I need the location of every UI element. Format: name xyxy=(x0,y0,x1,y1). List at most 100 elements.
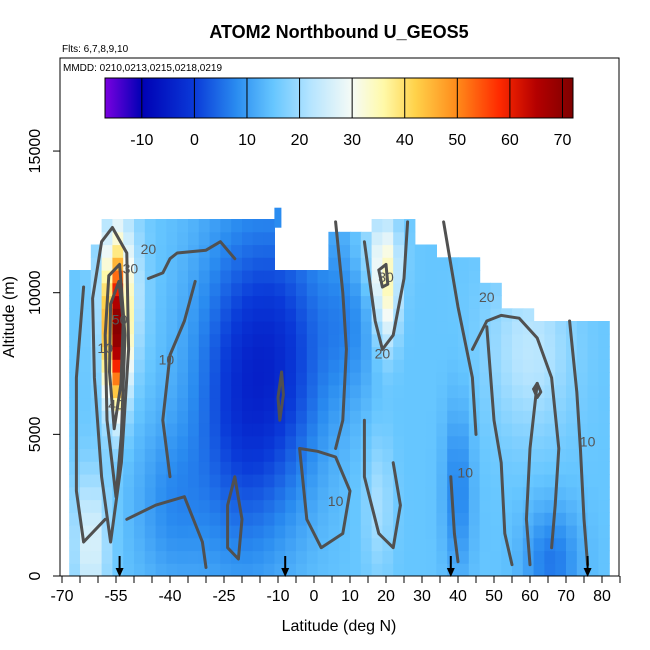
field-cell xyxy=(69,384,81,399)
field-cell xyxy=(69,321,81,335)
field-cell xyxy=(566,525,578,539)
field-cell xyxy=(274,397,286,411)
field-cell xyxy=(447,448,459,462)
field-cell xyxy=(468,486,481,501)
field-cell xyxy=(144,384,157,399)
field-cell xyxy=(90,346,103,360)
colorbar-tick-label: 10 xyxy=(238,132,256,149)
field-cell xyxy=(533,474,545,488)
field-cell xyxy=(274,435,286,450)
field-cell xyxy=(339,563,351,576)
field-cell xyxy=(144,231,157,246)
field-cell xyxy=(90,372,103,386)
field-cell xyxy=(242,384,254,399)
field-cell xyxy=(404,448,416,462)
field-cell xyxy=(382,550,394,564)
field-cell xyxy=(220,359,232,373)
field-cell xyxy=(134,448,146,462)
field-cell xyxy=(598,397,610,411)
field-cell xyxy=(231,397,243,411)
field-cell xyxy=(177,397,189,411)
field-cell xyxy=(468,295,481,309)
field-cell xyxy=(360,410,373,424)
field-cell xyxy=(177,359,189,373)
field-cell xyxy=(501,397,513,411)
field-cell xyxy=(231,282,243,297)
field-cell xyxy=(566,474,578,488)
field-cell xyxy=(350,257,362,271)
field-cell xyxy=(90,423,103,437)
x-tick-label: 60 xyxy=(521,588,539,605)
field-cell xyxy=(414,282,427,297)
field-cell xyxy=(306,448,319,462)
field-cell xyxy=(328,295,340,309)
field-cell xyxy=(404,384,416,399)
field-cell xyxy=(501,461,513,475)
field-cell xyxy=(231,270,243,284)
field-cell xyxy=(404,257,416,271)
field-cell xyxy=(533,359,545,373)
field-cell xyxy=(350,423,362,437)
field-cell xyxy=(533,525,545,539)
field-cell xyxy=(533,537,545,552)
field-cell xyxy=(198,563,211,576)
field-cell xyxy=(544,410,556,424)
field-cell xyxy=(598,525,610,539)
field-cell xyxy=(522,384,535,399)
x-tick-label: -70 xyxy=(50,588,73,605)
field-cell xyxy=(360,295,373,309)
field-cell xyxy=(522,410,535,424)
field-cell xyxy=(425,372,437,386)
field-cell xyxy=(382,525,394,539)
field-cell xyxy=(436,550,448,564)
field-cell xyxy=(598,321,610,335)
field-cell xyxy=(533,346,545,360)
field-cell xyxy=(209,346,221,360)
field-cell xyxy=(252,435,265,450)
field-cell xyxy=(101,435,113,450)
field-cell xyxy=(209,537,221,552)
field-cell xyxy=(69,282,81,297)
field-cell xyxy=(555,512,567,526)
field-cell xyxy=(490,461,502,475)
field-cell xyxy=(155,397,167,411)
field-cell xyxy=(231,257,243,271)
field-cell xyxy=(490,295,502,309)
field-cell xyxy=(220,474,232,488)
field-cell xyxy=(144,525,157,539)
field-cell xyxy=(166,257,178,271)
field-cell xyxy=(90,537,103,552)
field-cell xyxy=(177,295,189,309)
field-cell xyxy=(317,333,329,348)
field-cell xyxy=(101,474,113,488)
field-cell xyxy=(198,410,211,424)
field-cell xyxy=(371,257,383,271)
field-cell xyxy=(166,308,178,322)
field-cell xyxy=(306,270,319,284)
field-cell xyxy=(512,359,524,373)
field-cell xyxy=(317,295,329,309)
colorbar-tick-label: 70 xyxy=(554,132,572,149)
field-cell xyxy=(382,410,394,424)
field-cell xyxy=(425,435,437,450)
field-cell xyxy=(220,448,232,462)
field-cell xyxy=(306,397,319,411)
field-cell xyxy=(242,321,254,335)
field-cell xyxy=(296,372,308,386)
field-cell xyxy=(458,474,470,488)
field-cell xyxy=(350,461,362,475)
field-cell xyxy=(209,282,221,297)
field-cell xyxy=(231,384,243,399)
x-tick-label: -25 xyxy=(212,588,235,605)
field-cell xyxy=(587,474,599,488)
field-cell xyxy=(155,257,167,271)
field-cell xyxy=(447,397,459,411)
field-cell xyxy=(188,550,200,564)
field-cell xyxy=(209,461,221,475)
field-cell xyxy=(144,244,157,258)
field-cell xyxy=(328,359,340,373)
field-cell xyxy=(425,333,437,348)
field-cell xyxy=(425,550,437,564)
field-cell xyxy=(512,486,524,501)
field-cell xyxy=(425,384,437,399)
